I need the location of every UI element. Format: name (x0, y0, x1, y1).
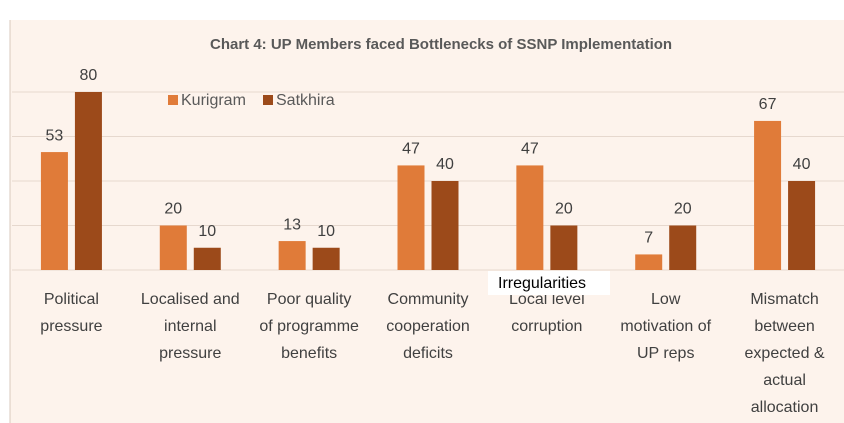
x-tick-label: Poor quality of programme benefits (259, 291, 359, 362)
value-label: 40 (793, 156, 811, 173)
x-tick-label: Local level corruption (509, 291, 585, 335)
value-label: 53 (46, 127, 64, 144)
value-label: 10 (198, 223, 216, 240)
bar (550, 225, 578, 270)
legend-label: Kurigram (181, 92, 246, 109)
x-tick-label: Low motivation of UP reps (620, 291, 712, 362)
legend-label: Satkhira (276, 92, 335, 109)
bar (74, 92, 102, 270)
plot-background (10, 20, 844, 423)
x-tick-label: Community cooperation deficits (386, 291, 470, 362)
value-label: 20 (674, 201, 692, 218)
legend-swatch (168, 95, 178, 105)
x-tick-label: Localised and internal pressure (140, 291, 240, 362)
bar (278, 241, 306, 270)
bar (516, 165, 544, 270)
annotation: Irregularities (488, 271, 610, 295)
bar (312, 247, 340, 270)
bar (431, 181, 459, 270)
value-label: 10 (317, 223, 335, 240)
bar (635, 254, 663, 270)
bar (788, 181, 816, 270)
bar (397, 165, 425, 270)
value-label: 47 (521, 141, 539, 158)
value-label: 20 (164, 201, 182, 218)
bar (193, 247, 221, 270)
bar (40, 152, 68, 270)
bar (669, 225, 697, 270)
value-label: 80 (80, 67, 98, 84)
x-tick-label: Political pressure (40, 291, 103, 335)
chart-title: Chart 4: UP Members faced Bottlenecks of… (210, 36, 672, 53)
x-tick-label: Mismatch between expected & actual alloc… (744, 291, 825, 416)
value-label: 40 (436, 156, 454, 173)
legend-swatch (263, 95, 273, 105)
value-label: 13 (283, 216, 301, 233)
bar (159, 225, 187, 270)
bar (754, 120, 782, 270)
value-label: 67 (759, 96, 777, 113)
value-label: 20 (555, 201, 573, 218)
value-label: 47 (402, 141, 420, 158)
value-label: 7 (644, 230, 653, 247)
